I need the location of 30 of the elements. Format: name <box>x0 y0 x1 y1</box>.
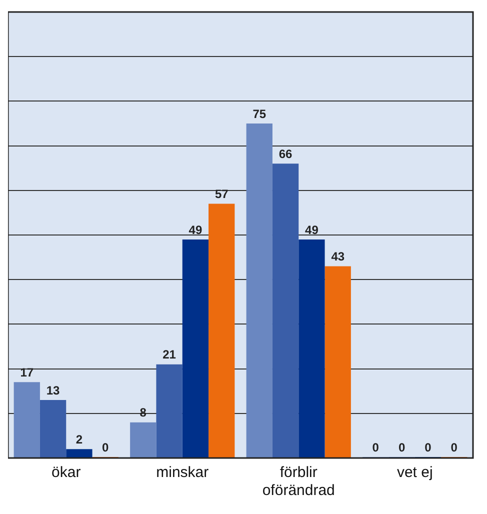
bar <box>66 449 92 458</box>
data-label: 21 <box>162 348 176 362</box>
data-label: 0 <box>372 440 380 454</box>
data-label: 13 <box>46 383 60 398</box>
x-tick-label: vet ej <box>396 464 433 482</box>
x-tick-label: minskar <box>156 464 209 482</box>
bar <box>156 364 182 458</box>
x-tick-label: ökar <box>52 464 81 482</box>
data-label: 2 <box>76 432 83 446</box>
data-label: 0 <box>398 440 406 454</box>
bar <box>324 266 351 458</box>
bar <box>182 239 209 458</box>
x-tick-label: förblir oförändrad <box>262 464 335 500</box>
data-label: 66 <box>278 146 293 161</box>
data-label: 17 <box>20 365 34 380</box>
data-label: 75 <box>252 106 266 121</box>
data-label: 49 <box>305 222 319 237</box>
bar <box>208 204 235 458</box>
bar <box>246 124 272 458</box>
bar <box>40 400 66 458</box>
data-label: 0 <box>102 440 110 454</box>
bar <box>130 422 156 458</box>
bar <box>298 239 325 458</box>
bar <box>14 382 40 458</box>
data-label: 49 <box>188 222 202 237</box>
data-label: 57 <box>214 187 229 202</box>
bar <box>272 164 299 458</box>
data-label: 0 <box>450 440 458 454</box>
data-label: 43 <box>331 250 345 264</box>
data-label: 0 <box>424 440 432 454</box>
